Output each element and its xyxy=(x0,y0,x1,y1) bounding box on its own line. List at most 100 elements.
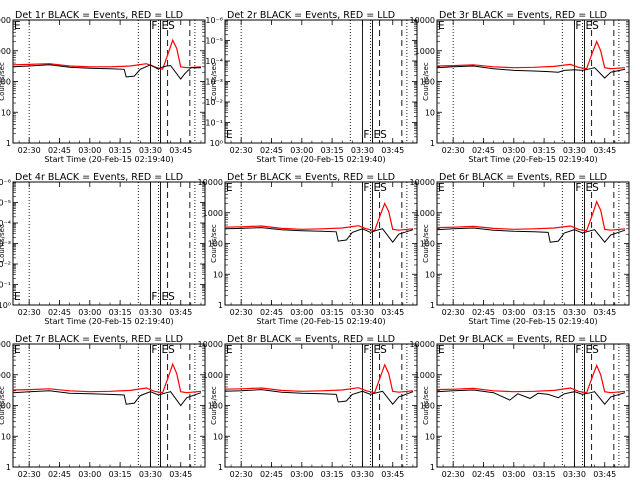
y-tick-label: 10 xyxy=(425,432,435,441)
panel-7: Det 7r BLACK = Events, RED = LLD 1 10 100 10… xyxy=(0,334,206,480)
x-tick-label: 03:15 xyxy=(321,146,344,155)
marker-label: ES xyxy=(586,182,600,194)
y-tick-label: 1 xyxy=(430,301,435,310)
marker-label: F xyxy=(575,182,581,194)
y-axis-label: Counts/sec xyxy=(422,62,430,101)
x-tick-label: 02:30 xyxy=(18,470,41,479)
x-tick-label: 02:45 xyxy=(472,146,495,155)
marker-label: F xyxy=(363,182,369,194)
y-tick-label: 10000 xyxy=(410,16,435,25)
x-tick-label: 03:45 xyxy=(593,146,616,155)
plot-frame xyxy=(436,343,630,468)
panel-6: Det 6r BLACK = Events, RED = LLD 1 10 100 10… xyxy=(410,172,630,326)
y-tick-label: 100 xyxy=(420,402,435,411)
corner-label: E xyxy=(226,182,233,194)
x-tick-label: 02:30 xyxy=(442,308,465,317)
x-axis-label: Start Time (20-Feb-15 02:19:40) xyxy=(468,155,597,164)
y-tick-label: 10000 xyxy=(198,340,223,349)
x-tick-label: 02:30 xyxy=(18,308,41,317)
y-tick-label: 100 xyxy=(0,78,11,87)
x-axis-label: Start Time (20-Feb-15 02:19:40) xyxy=(256,317,385,326)
y-tick-label: 10⁻⁶ xyxy=(0,178,11,187)
x-axis-label: Start Time (20-Feb-15 02:19:40) xyxy=(44,317,173,326)
y-axis-label: Counts/sec xyxy=(0,224,6,263)
x-tick-label: 03:00 xyxy=(502,470,525,479)
x-tick-label: 02:30 xyxy=(230,146,253,155)
marker-label: ES xyxy=(586,344,600,356)
events-series-line xyxy=(224,227,414,244)
y-tick-label: 10⁻² xyxy=(205,98,223,107)
events-series-line xyxy=(224,389,414,405)
corner-label: E xyxy=(226,129,233,141)
x-tick-label: 02:45 xyxy=(472,308,495,317)
marker-label: ES xyxy=(374,182,388,194)
y-tick-label: 10 xyxy=(425,270,435,279)
y-tick-label: 10 xyxy=(1,432,11,441)
panel-title: Det 4r BLACK = Events, RED = LLD xyxy=(15,172,183,183)
x-tick-label: 02:30 xyxy=(230,308,253,317)
y-tick-label: 10 xyxy=(1,108,11,117)
y-axis-label: Counts/sec xyxy=(210,224,218,263)
y-tick-label: 1000 xyxy=(0,371,11,380)
marker-label: ES xyxy=(162,344,176,356)
plot-frame xyxy=(224,343,418,468)
y-tick-label: 1000 xyxy=(203,209,223,218)
panel-title: Det 2r BLACK = Events, RED = LLD xyxy=(227,10,395,21)
panel-1: Det 1r BLACK = Events, RED = LLD 1 10 100 10… xyxy=(0,10,206,164)
marker-label: ES xyxy=(586,20,600,32)
panel-9: Det 9r BLACK = Events, RED = LLD 1 10 100 10… xyxy=(410,334,630,480)
y-tick-label: 1000 xyxy=(0,47,11,56)
lld-series-line xyxy=(436,363,626,394)
y-tick-label: 100 xyxy=(208,402,223,411)
y-tick-label: 10000 xyxy=(0,16,11,25)
y-tick-label: 10⁻² xyxy=(0,260,11,269)
x-tick-label: 02:45 xyxy=(472,470,495,479)
events-series-line xyxy=(436,65,626,79)
y-tick-label: 1 xyxy=(6,463,11,472)
x-tick-label: 03:00 xyxy=(290,308,313,317)
x-tick-label: 03:45 xyxy=(169,146,192,155)
panel-2: Det 2r BLACK = Events, RED = LLD 10⁰ 10⁻¹ 1… xyxy=(205,10,418,164)
x-tick-label: 03:30 xyxy=(563,470,586,479)
y-tick-label: 10⁰ xyxy=(0,301,11,310)
marker-label: F xyxy=(151,344,157,356)
x-tick-label: 03:15 xyxy=(321,308,344,317)
x-tick-label: 03:15 xyxy=(321,470,344,479)
lld-series-line xyxy=(12,362,202,394)
x-tick-label: 03:30 xyxy=(563,308,586,317)
events-series-line xyxy=(12,64,201,80)
y-tick-label: 10 xyxy=(213,270,223,279)
x-tick-label: 03:30 xyxy=(351,146,374,155)
x-tick-label: 03:00 xyxy=(290,470,313,479)
x-tick-label: 02:30 xyxy=(230,470,253,479)
y-tick-label: 10⁰ xyxy=(210,139,223,148)
x-tick-label: 03:30 xyxy=(351,308,374,317)
events-series-line xyxy=(12,390,202,407)
y-tick-label: 100 xyxy=(420,240,435,249)
marker-label: F xyxy=(575,344,581,356)
corner-label: E xyxy=(438,20,445,32)
corner-label: E xyxy=(14,20,21,32)
panel-title: Det 1r BLACK = Events, RED = LLD xyxy=(15,10,183,21)
x-tick-label: 02:30 xyxy=(442,470,465,479)
y-tick-label: 1000 xyxy=(203,371,223,380)
x-tick-label: 03:15 xyxy=(109,470,132,479)
marker-label: F xyxy=(363,344,369,356)
y-tick-label: 10000 xyxy=(410,178,435,187)
y-axis-label: Counts/sec xyxy=(210,386,218,425)
x-tick-label: 03:00 xyxy=(78,308,101,317)
x-tick-label: 03:00 xyxy=(78,470,101,479)
y-axis-label: Counts/sec xyxy=(0,62,6,101)
plot-frame xyxy=(224,181,418,306)
x-axis-label: Start Time (20-Feb-15 02:19:40) xyxy=(44,155,173,164)
x-axis-label: Start Time (20-Feb-15 02:19:40) xyxy=(256,155,385,164)
y-tick-label: 10⁻³ xyxy=(0,240,11,249)
plot-frame xyxy=(12,343,206,468)
x-tick-label: 03:30 xyxy=(139,308,162,317)
y-tick-label: 10 xyxy=(213,432,223,441)
x-tick-label: 03:30 xyxy=(139,146,162,155)
y-tick-label: 10000 xyxy=(0,340,11,349)
panel-4: Det 4r BLACK = Events, RED = LLD 10⁰ 10⁻¹ 1… xyxy=(0,172,206,326)
x-tick-label: 03:30 xyxy=(351,470,374,479)
lld-series-line xyxy=(224,363,414,394)
